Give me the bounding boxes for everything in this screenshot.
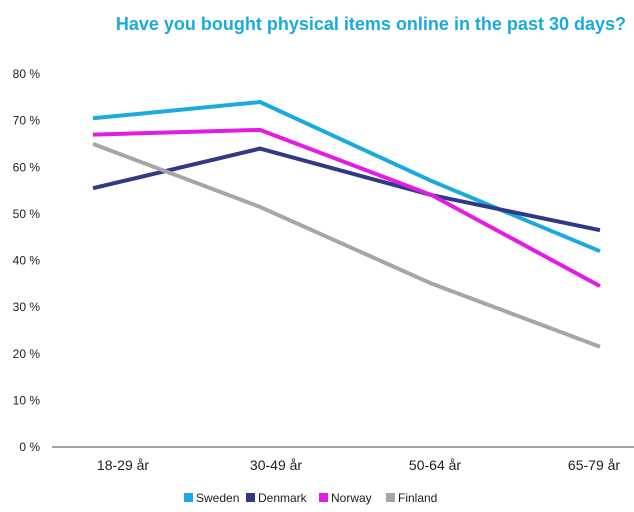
chart-title: Have you bought physical items online in… <box>116 14 626 34</box>
y-axis-ticks: 0 % 10 % 20 % 30 % 40 % 50 % 60 % 70 % 80 % <box>13 67 41 454</box>
legend-label-finland: Finland <box>398 491 437 505</box>
series-line-denmark <box>92 146 601 233</box>
legend: Sweden Denmark Norway Finland <box>184 491 437 505</box>
legend-label-norway: Norway <box>331 491 372 505</box>
legend-swatch-norway <box>319 493 328 502</box>
x-tick-label: 18-29 år <box>97 457 149 473</box>
y-tick-label: 30 % <box>13 300 41 314</box>
series-line-finland <box>92 142 601 349</box>
y-tick-label: 0 % <box>19 440 40 454</box>
legend-swatch-finland <box>386 493 395 502</box>
y-tick-label: 20 % <box>13 347 41 361</box>
y-tick-label: 50 % <box>13 207 41 221</box>
x-tick-label: 65-79 år <box>568 457 620 473</box>
y-tick-label: 10 % <box>13 393 41 407</box>
legend-swatch-denmark <box>246 493 255 502</box>
legend-label-denmark: Denmark <box>258 491 308 505</box>
y-tick-label: 40 % <box>13 254 41 268</box>
y-tick-label: 70 % <box>13 114 41 128</box>
y-tick-label: 60 % <box>13 160 41 174</box>
series-lines <box>92 100 601 349</box>
series-line-sweden <box>92 100 601 254</box>
legend-label-sweden: Sweden <box>196 491 239 505</box>
x-axis-ticks: 18-29 år 30-49 år 50-64 år 65-79 år <box>97 457 620 473</box>
legend-swatch-sweden <box>184 493 193 502</box>
x-tick-label: 50-64 år <box>409 457 461 473</box>
series-line-norway <box>92 127 601 288</box>
y-tick-label: 80 % <box>13 67 41 81</box>
x-tick-label: 30-49 år <box>250 457 302 473</box>
